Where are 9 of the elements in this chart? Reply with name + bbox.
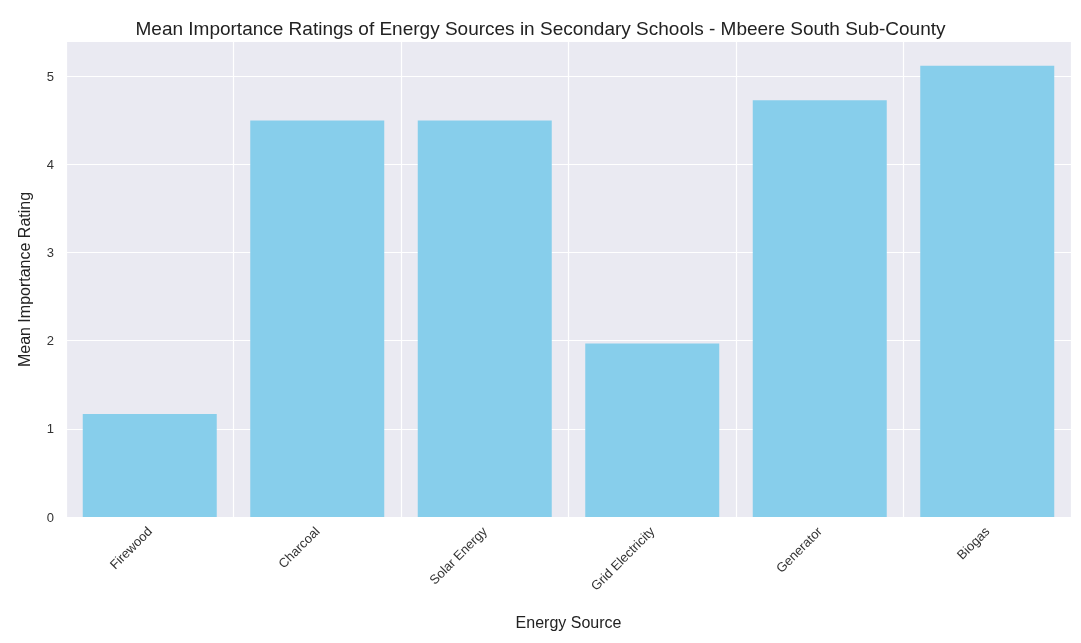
y-tick-label: 3 <box>46 245 54 261</box>
y-tick-label: 0 <box>46 509 54 525</box>
chart-title: Mean Importance Ratings of Energy Sources in Secondary Schools - Mbeere South Sub-County <box>135 18 947 39</box>
y-tick-label: 4 <box>46 157 54 172</box>
y-tick-label: 5 <box>46 68 54 84</box>
y-tick-label: 2 <box>46 333 54 349</box>
y-axis-title: Mean Importance Rating <box>15 191 33 368</box>
y-tick-label: 1 <box>46 421 54 437</box>
x-axis-title: Energy Source <box>515 613 622 631</box>
